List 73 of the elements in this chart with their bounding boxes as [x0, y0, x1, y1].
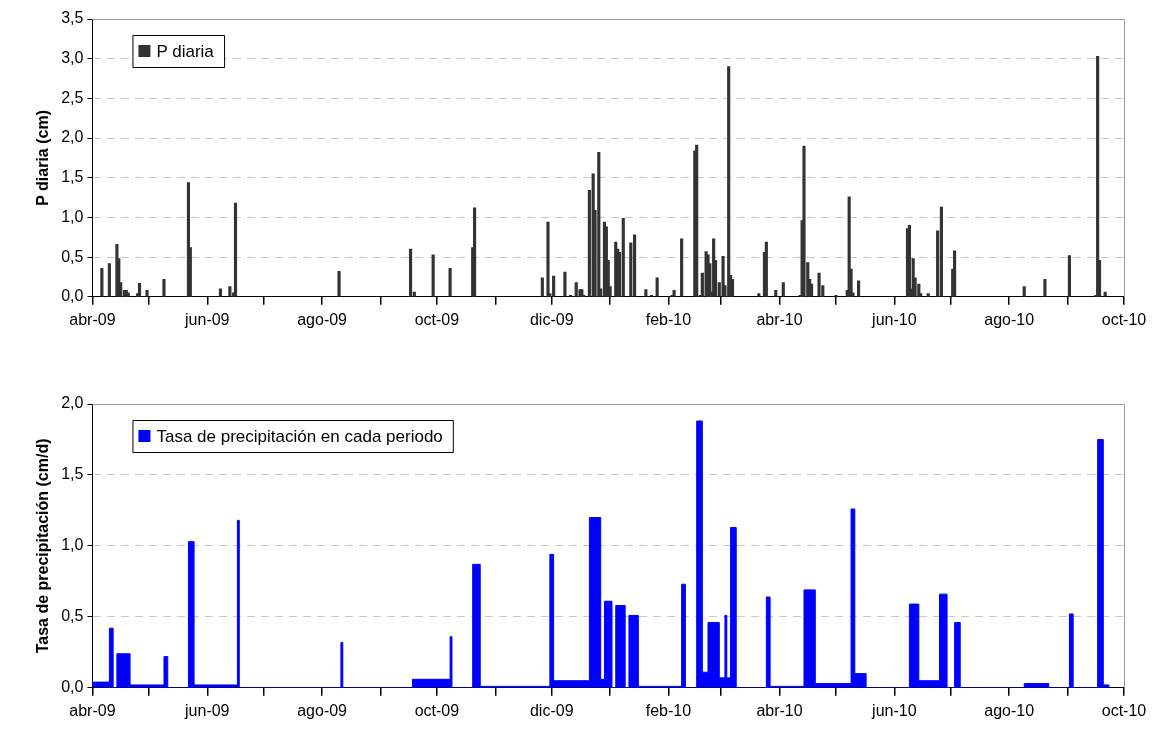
x-tick-label: feb-10: [645, 310, 692, 328]
y-tick-label: 2,5: [61, 88, 84, 106]
bar: [633, 234, 637, 297]
legend-label: P diaria: [156, 41, 215, 61]
legend-label: Tasa de precipitación en cada periodo: [156, 426, 443, 446]
bar: [552, 275, 556, 297]
bar: [727, 66, 731, 297]
y-tick-label: 1,5: [61, 168, 84, 186]
bar: [162, 279, 166, 297]
bar: [228, 286, 232, 297]
bar: [137, 282, 142, 297]
bar: [540, 277, 544, 297]
y-tick-label: 1,0: [61, 536, 84, 554]
x-tick-label: ago-10: [984, 310, 1035, 328]
bar: [1067, 255, 1071, 297]
y-axis-title: P diaria (cm): [34, 110, 52, 206]
bar: [1043, 279, 1047, 297]
x-tick-label: oct-10: [1101, 310, 1147, 328]
y-tick-label: 1,0: [61, 207, 84, 225]
bar: [1022, 286, 1026, 297]
x-tick-label: ago-09: [297, 701, 348, 719]
bar: [1096, 55, 1100, 297]
x-tick-label: abr-10: [756, 701, 803, 719]
x-tick-label: dic-09: [529, 310, 574, 328]
bar: [621, 217, 625, 297]
bar: [431, 254, 435, 297]
y-tick-label: 2,0: [61, 128, 84, 146]
y-tick-label: 2,0: [61, 394, 84, 412]
y-tick-label: 0,0: [61, 287, 84, 305]
y-tick-label: 1,5: [61, 465, 84, 483]
y-tick-label: 0,0: [61, 678, 84, 696]
bar: [563, 271, 567, 297]
x-tick-label: jun-09: [184, 701, 230, 719]
bar: [655, 277, 659, 297]
bar: [644, 289, 648, 297]
x-tick-label: abr-09: [69, 310, 116, 328]
bar: [408, 248, 413, 297]
x-tick-label: oct-10: [1101, 701, 1147, 719]
bar: [781, 282, 785, 297]
bar: [817, 272, 821, 297]
x-tick-label: jun-10: [871, 310, 917, 328]
x-tick-label: oct-09: [414, 310, 460, 328]
bar: [802, 145, 806, 297]
x-tick-label: dic-09: [529, 701, 574, 719]
x-tick-label: oct-09: [414, 701, 460, 719]
bar: [546, 221, 550, 297]
x-tick-label: ago-10: [984, 701, 1035, 719]
x-tick-label: ago-09: [297, 310, 348, 328]
x-tick-label: feb-10: [645, 701, 692, 719]
x-tick-label: abr-10: [756, 310, 803, 328]
bar: [574, 282, 578, 297]
x-tick-label: abr-09: [69, 701, 116, 719]
bar: [145, 290, 149, 297]
y-axis-title: Tasa de precipitación (cm/d): [34, 438, 52, 654]
bar: [939, 206, 943, 297]
x-tick-label: jun-09: [184, 310, 230, 328]
bar: [680, 238, 684, 297]
bar: [695, 144, 699, 297]
x-tick-label: jun-10: [871, 701, 917, 719]
y-tick-label: 0,5: [61, 607, 84, 625]
bar: [107, 263, 111, 297]
y-tick-label: 3,5: [61, 9, 84, 27]
bar: [764, 241, 768, 297]
bar: [233, 202, 238, 297]
bar: [337, 271, 341, 297]
bar: [100, 267, 104, 297]
y-tick-label: 3,0: [61, 49, 84, 67]
y-tick-label: 0,5: [61, 247, 84, 265]
bar: [597, 152, 601, 297]
bar: [448, 267, 452, 297]
bar: [730, 279, 735, 297]
bar: [953, 250, 957, 297]
bar: [472, 207, 477, 297]
